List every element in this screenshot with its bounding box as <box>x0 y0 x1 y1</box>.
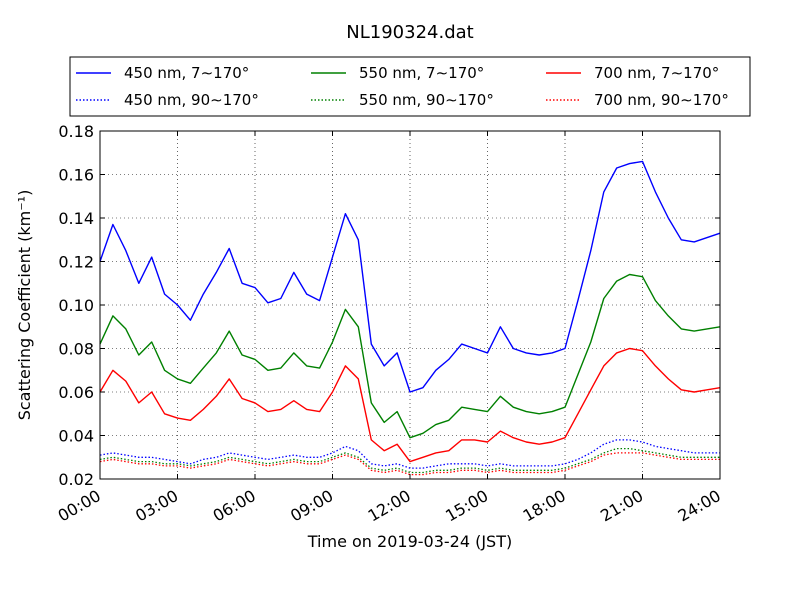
legend-items: 450 nm, 7∼170° 450 nm, 90∼170° 550 nm, 7∼1… <box>76 64 729 109</box>
x-tick-label: 24:00 <box>675 486 724 526</box>
legend: 450 nm, 7∼170° 450 nm, 90∼170° 550 nm, 7∼1… <box>69 56 751 117</box>
x-tick-label: 12:00 <box>365 486 414 526</box>
y-tick-label: 0.14 <box>58 209 94 228</box>
x-tick-label: 00:00 <box>55 486 104 526</box>
y-tick-label: 0.02 <box>58 470 94 489</box>
legend-frame <box>69 56 751 117</box>
x-tick-label: 15:00 <box>442 486 491 526</box>
x-tick-label: 03:00 <box>132 486 181 526</box>
x-tick-label: 09:00 <box>287 486 336 526</box>
y-axis-label: Scattering Coefficient (km⁻¹) <box>15 190 34 421</box>
x-tick-label: 06:00 <box>210 486 259 526</box>
y-tick-label: 0.12 <box>58 253 94 272</box>
y-tick-label: 0.08 <box>58 340 94 359</box>
y-tick-label: 0.10 <box>58 296 94 315</box>
series-line-2 <box>99 439 720 469</box>
x-tick-label: 21:00 <box>597 486 646 526</box>
chart-title: NL190324.dat <box>346 22 473 43</box>
x-axis-label: Time on 2019-03-24 (JST) <box>307 532 512 551</box>
legend-label-1: 450 nm, 7∼170° <box>124 64 249 82</box>
legend-label-5: 700 nm, 7∼170° <box>594 64 719 82</box>
series-line-1 <box>99 160 721 393</box>
legend-label-2: 450 nm, 90∼170° <box>124 91 259 109</box>
y-tick-label: 0.04 <box>58 427 94 446</box>
series-lines <box>99 160 721 476</box>
grid-lines <box>100 131 720 479</box>
y-tick-label: 0.18 <box>58 122 94 141</box>
series-line-3 <box>99 273 721 439</box>
series-line-5 <box>99 347 721 463</box>
y-tick-label: 0.16 <box>58 166 94 185</box>
legend-label-3: 550 nm, 7∼170° <box>359 64 484 82</box>
x-tick-label: 18:00 <box>520 486 569 526</box>
legend-label-4: 550 nm, 90∼170° <box>359 91 494 109</box>
legend-label-6: 700 nm, 90∼170° <box>594 91 729 109</box>
y-tick-label: 0.06 <box>58 383 94 402</box>
